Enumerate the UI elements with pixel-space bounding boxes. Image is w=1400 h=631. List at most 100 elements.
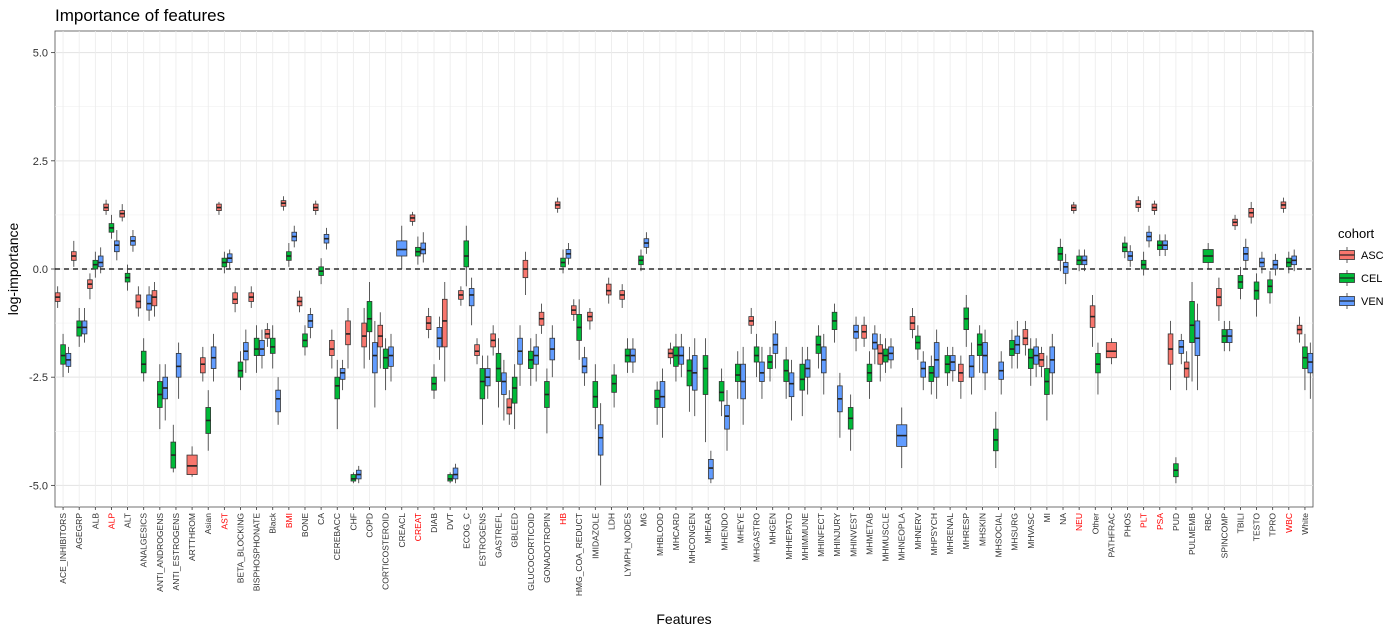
x-tick-label: ACE_INHIBITORS: [58, 513, 68, 584]
box-cel: [76, 320, 82, 337]
feature-group: [1216, 277, 1233, 352]
feature-group: [441, 281, 459, 484]
x-tick-label: MHGEN: [768, 513, 778, 545]
feature-group: [928, 329, 940, 399]
feature-group: [490, 325, 507, 421]
box-cel: [237, 361, 244, 378]
x-tick-label: IMIDAZOLE: [590, 513, 600, 559]
feature-group: [329, 329, 346, 430]
box-ven: [501, 372, 507, 395]
x-tick-label: MHEYE: [735, 513, 745, 544]
box-cel: [718, 381, 725, 402]
box-cel: [753, 346, 760, 363]
legend-item-cel: CEL: [1338, 269, 1382, 287]
x-tick-label: ANTI_ESTROGENS: [171, 513, 181, 591]
x-tick-label: MHSOCIAL: [994, 513, 1004, 558]
x-tick-label: MHGASTRO: [752, 513, 762, 563]
x-tick-label: MHSURG: [1010, 513, 1020, 551]
box-ven: [114, 240, 120, 253]
box-cel: [734, 363, 741, 382]
feature-group: [831, 303, 843, 438]
box-asc: [200, 357, 206, 374]
box-ven: [339, 368, 346, 380]
x-tick-label: BETA_BLOCKING: [235, 513, 245, 583]
feature-group: [958, 294, 975, 399]
feature-group: [1202, 243, 1214, 269]
box-cel: [799, 363, 806, 391]
box-asc: [151, 290, 158, 307]
y-tick-label: -2.5: [29, 372, 48, 384]
feature-group: [396, 225, 408, 269]
feature-group: [425, 307, 443, 399]
x-tick-label: NA: [1058, 513, 1068, 525]
x-tick-label: CORTICOSTEROID: [381, 513, 391, 590]
feature-group: [783, 346, 795, 421]
feature-group: [186, 446, 198, 477]
feature-group: [361, 281, 378, 408]
box-cel: [702, 355, 709, 395]
feature-group: [571, 299, 588, 386]
box-cel: [382, 348, 389, 369]
x-tick-label: BONE: [300, 513, 310, 537]
x-tick-label: ALT: [123, 513, 133, 528]
feature-group: [1167, 320, 1185, 484]
x-tick-label: LYMPH_NODES: [623, 513, 633, 577]
box-cel: [447, 474, 453, 482]
legend: cohort ASC CEL VEN: [1338, 226, 1384, 310]
feature-group: [87, 247, 104, 300]
x-tick-label: MHINJURY: [832, 513, 842, 557]
box-asc: [1183, 361, 1190, 378]
x-tick-label: MG: [639, 513, 649, 527]
x-tick-label: Other: [1090, 513, 1100, 534]
box-ven: [436, 327, 443, 348]
feature-group: [944, 346, 956, 386]
box-series: [54, 196, 1314, 486]
x-tick-label: MHSKIN: [977, 513, 987, 546]
box-ven: [920, 361, 927, 378]
x-tick-label: MHEAR: [703, 513, 713, 544]
box-ven: [275, 389, 281, 413]
x-tick-label: HB: [558, 513, 568, 525]
feature-group: [748, 307, 765, 399]
box-ven: [788, 372, 795, 398]
legend-label: VEN: [1361, 296, 1384, 308]
feature-group: [861, 316, 878, 399]
x-tick-label: PSA: [1155, 513, 1165, 530]
feature-group: [119, 204, 136, 291]
box-cel: [60, 344, 66, 365]
legend-item-asc: ASC: [1338, 246, 1384, 264]
feature-group: [877, 333, 894, 382]
box-cel: [1009, 339, 1015, 356]
box-ven: [872, 333, 878, 350]
feature-group: [345, 307, 362, 484]
x-tick-label: MHRENAL: [945, 513, 955, 555]
feature-group: [1232, 214, 1249, 300]
x-tick-label: MHNEOPLA: [897, 513, 907, 561]
box-ven: [388, 346, 394, 367]
feature-group: [734, 346, 746, 425]
feature-group: [522, 251, 539, 386]
x-tick-label: RBC: [1203, 513, 1213, 531]
x-tick-label: PULMEMB: [1187, 513, 1197, 555]
x-tick-label: CHF: [348, 513, 358, 530]
feature-group: [248, 286, 265, 373]
feature-group: [409, 211, 427, 265]
x-tick-label: WBC: [1284, 513, 1294, 533]
box-ven: [950, 355, 956, 372]
feature-group: [312, 200, 330, 285]
x-tick-label: MHINFECT: [816, 513, 826, 557]
x-tick-label: MHMETAB: [864, 513, 874, 555]
box-asc: [441, 298, 448, 348]
x-tick-label: MHNERV: [913, 513, 923, 550]
box-cel: [673, 346, 679, 367]
box-cel: [334, 376, 341, 400]
box-ven: [659, 381, 666, 408]
feature-group: [686, 338, 698, 417]
box-ven: [772, 333, 779, 354]
feature-group: [1122, 236, 1133, 267]
box-asc: [329, 339, 335, 356]
feature-group: [458, 225, 475, 326]
feature-group: [1009, 320, 1021, 369]
feature-group: [170, 342, 182, 473]
feature-group: [702, 338, 714, 484]
